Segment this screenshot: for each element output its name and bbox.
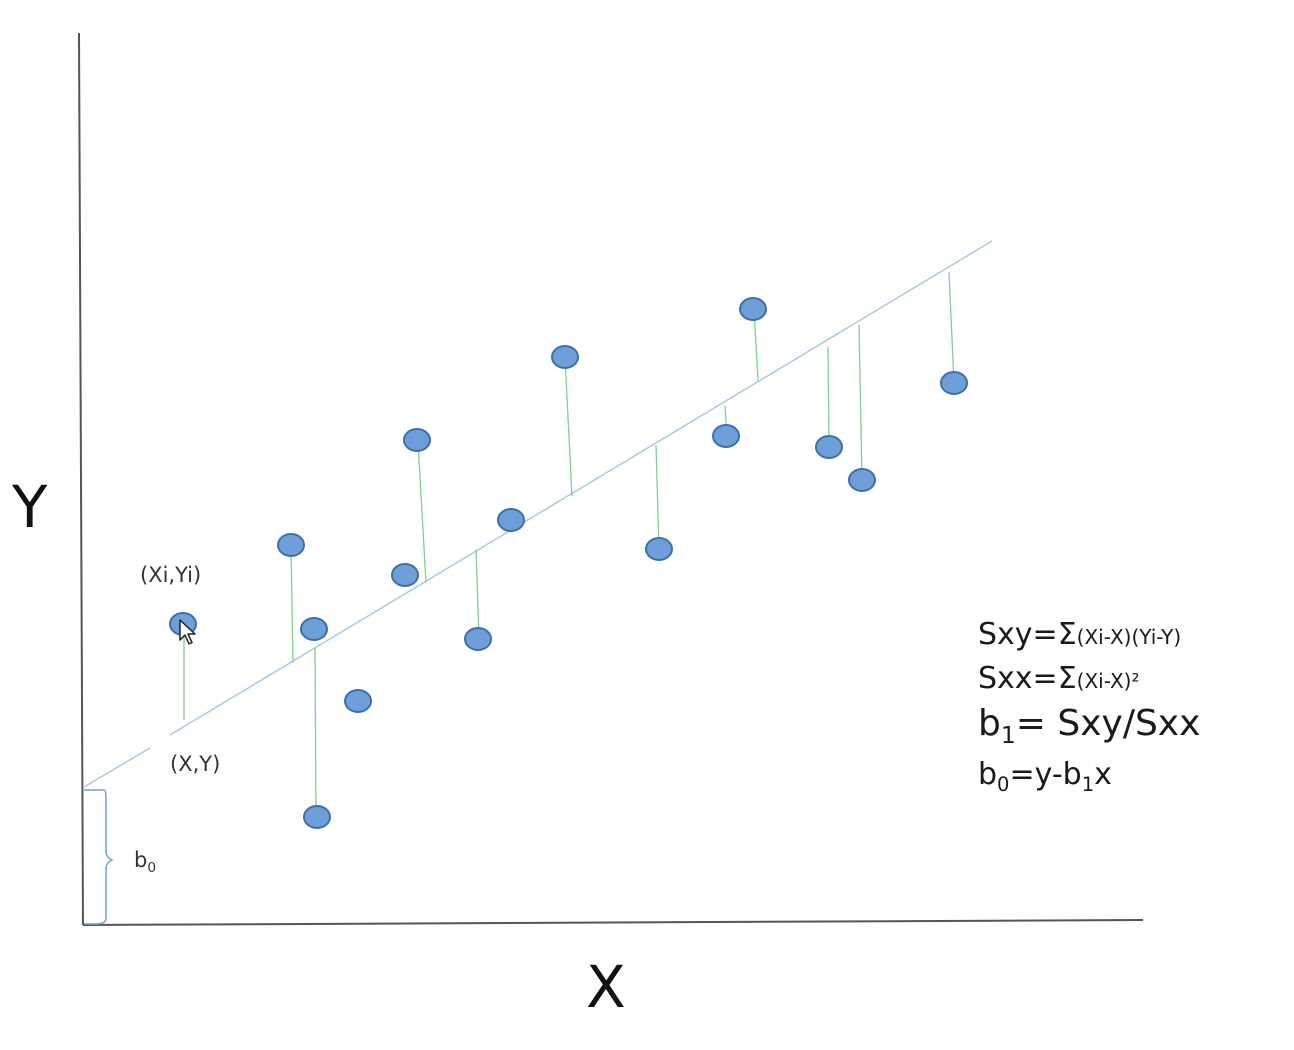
formula-b1-sub: 1: [1000, 721, 1016, 750]
intercept-bracket: [84, 789, 114, 925]
mouse-cursor-icon: [179, 619, 196, 645]
mean-point-label: (X,Y): [170, 752, 221, 776]
formula-b0-sub: 0: [997, 772, 1010, 796]
residual-line: [290, 544, 294, 664]
data-point: [391, 563, 419, 587]
data-points: [169, 297, 968, 829]
residual-line: [655, 444, 660, 550]
regression-line: [169, 240, 993, 736]
data-point: [712, 424, 740, 448]
residual-line: [753, 308, 759, 382]
formula-sxy-lhs: Sxy=Σ: [978, 617, 1077, 652]
intercept-label-sub: 0: [147, 860, 157, 877]
x-axis-label: X: [586, 953, 626, 1021]
residual-line: [564, 357, 573, 497]
data-point: [344, 689, 372, 713]
data-point: [403, 428, 431, 452]
regression-line: [83, 747, 151, 788]
residual-line: [417, 440, 427, 584]
data-point: [940, 371, 968, 395]
formula-b1-a: b: [978, 703, 1001, 744]
intercept-label-base: b: [134, 848, 148, 872]
intercept-label: b0: [134, 848, 156, 876]
formulas: Sxy=Σ(Xi-X)(Yi-Y) Sxx=Σ(Xi-X)² b1= Sxy/S…: [978, 620, 1278, 794]
data-point: [815, 435, 843, 459]
point-label: (Xi,Yi): [140, 563, 202, 587]
formula-b0: b0=y-b1x: [978, 756, 1278, 796]
residual-line: [948, 271, 955, 384]
data-point: [277, 533, 305, 557]
data-point: [739, 297, 767, 321]
formula-b0-a: b: [978, 756, 998, 792]
data-point: [645, 537, 673, 561]
formula-b0-b: =y-b: [1009, 756, 1082, 792]
data-point: [464, 627, 492, 651]
residual-line: [314, 647, 317, 818]
data-point: [551, 345, 579, 369]
x-axis: [82, 919, 1144, 926]
formula-sxx: Sxx=Σ(Xi-X)²: [978, 664, 1278, 694]
residual-line: [858, 324, 863, 481]
y-axis: [78, 32, 84, 926]
formula-b0-c: x: [1094, 756, 1112, 792]
residual-line: [827, 346, 830, 448]
data-point: [300, 617, 328, 641]
formula-sxx-rhs: (Xi-X)²: [1076, 669, 1140, 693]
formula-sxy: Sxy=Σ(Xi-X)(Yi-Y): [978, 620, 1278, 650]
y-axis-label: Y: [12, 473, 48, 541]
formula-b1-b: = Sxy/Sxx: [1015, 703, 1201, 744]
formula-b1: b1= Sxy/Sxx: [978, 706, 1278, 748]
formula-b0-sub2: 1: [1081, 772, 1095, 796]
data-point: [303, 805, 331, 829]
data-point: [497, 508, 525, 532]
residual-lines: [183, 271, 955, 818]
formula-sxy-rhs: (Xi-X)(Yi-Y): [1076, 625, 1182, 649]
residual-line: [475, 549, 480, 639]
formula-sxx-lhs: Sxx=Σ: [978, 661, 1077, 696]
data-point: [848, 468, 876, 492]
